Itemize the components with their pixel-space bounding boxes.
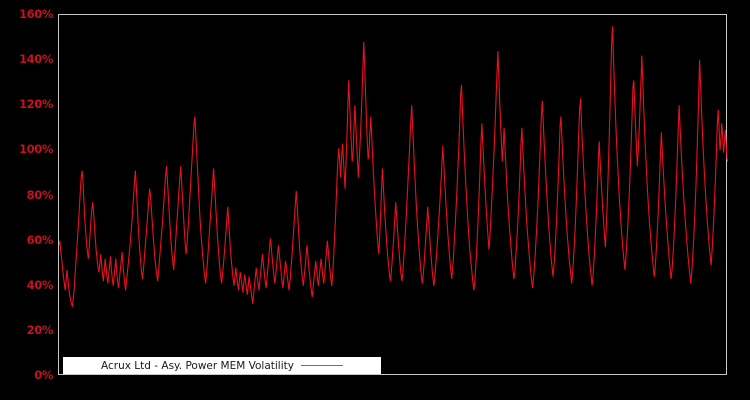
- volatility-line-series: [59, 26, 728, 309]
- legend-series-label: Acrux Ltd - Asy. Power MEM Volatility: [101, 359, 294, 372]
- y-tick-label-140: 140%: [19, 52, 53, 67]
- y-tick-label-100: 100%: [19, 142, 53, 157]
- legend-line-swatch: [300, 365, 343, 366]
- y-tick-label-0: 0%: [34, 368, 53, 382]
- y-tick-label-60: 60%: [26, 232, 54, 247]
- y-axis: 0% 20% 40% 60% 80% 100% 120% 140% 160%: [0, 0, 53, 400]
- y-tick-label-120: 120%: [19, 97, 53, 112]
- y-tick-label-160: 160%: [19, 7, 53, 21]
- y-tick-label-40: 40%: [26, 277, 54, 292]
- chart-legend: Acrux Ltd - Asy. Power MEM Volatility: [63, 357, 381, 374]
- series-polyline: [59, 26, 728, 309]
- y-tick-label-20: 20%: [26, 322, 54, 337]
- y-tick-label-80: 80%: [26, 187, 54, 202]
- plot-area: Acrux Ltd - Asy. Power MEM Volatility: [58, 14, 728, 375]
